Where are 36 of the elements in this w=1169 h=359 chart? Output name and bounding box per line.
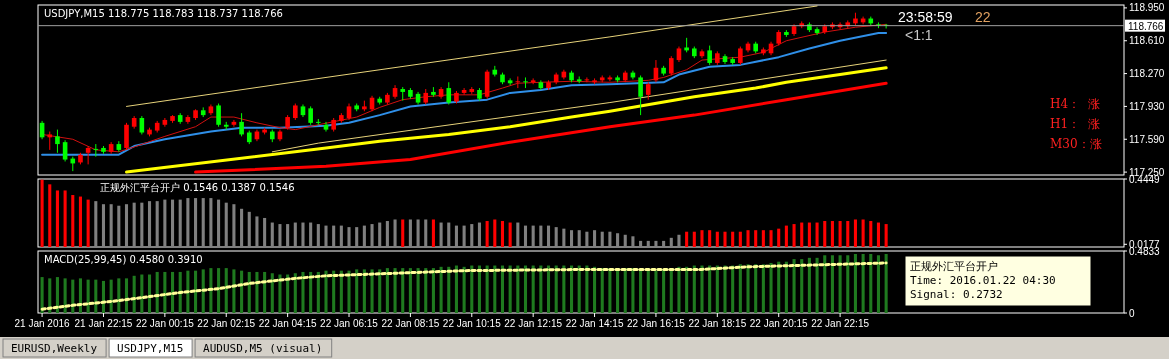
text: AUDUSD,M5 (visual)	[203, 342, 323, 355]
y-tick-label: 117.930	[1129, 100, 1165, 112]
annotation: H4： 涨	[1050, 97, 1100, 111]
y-tick-label: 118.270	[1129, 68, 1165, 80]
x-tick-label: 22 Jan 14:15	[565, 318, 624, 329]
text: EURUSD,Weekly	[11, 342, 98, 355]
x-tick-label: 22 Jan 10:15	[442, 318, 502, 329]
x-tick-label: 22 Jan 08:15	[381, 318, 440, 329]
x-tick-label: 21 Jan 22:15	[74, 318, 133, 329]
annotation: 23:58:59	[898, 9, 953, 25]
chart-title: USDJPY,M15 118.775 118.783 118.737 118.766	[44, 8, 283, 19]
annotation: 正规外汇平台开户	[910, 260, 998, 273]
y-tick-label: 117.590	[1129, 133, 1165, 145]
y-tick-label: 0	[1129, 307, 1135, 319]
x-tick-label: 22 Jan 20:15	[749, 318, 809, 329]
x-tick-label: 22 Jan 12:15	[504, 318, 563, 329]
text: USDJPY,M15	[117, 342, 184, 355]
x-tick-label: 22 Jan 00:15	[135, 318, 195, 329]
annotation: M30：涨	[1050, 137, 1102, 151]
x-tick-label: 22 Jan 04:15	[258, 318, 317, 329]
annotation: <1:1	[905, 27, 933, 43]
x-tick-label: 22 Jan 02:15	[197, 318, 256, 329]
chart-title: MACD(25,99,45) 0.4580 0.3910	[44, 254, 203, 265]
annotation: Signal: 0.2732	[910, 288, 1003, 301]
x-tick-label: 22 Jan 16:15	[627, 318, 686, 329]
x-tick-label: 22 Jan 18:15	[688, 318, 747, 329]
y-tick-label: 118.610	[1129, 35, 1165, 47]
y-tick-label: 118.950	[1129, 2, 1165, 14]
chart-title: 正规外汇平台开户 0.1546 0.1387 0.1546	[100, 182, 295, 193]
annotation: H1： 涨	[1050, 117, 1100, 131]
annotation: 22	[975, 9, 991, 25]
x-tick-label: 22 Jan 06:15	[320, 318, 379, 329]
x-tick-label: 21 Jan 2016	[14, 318, 71, 329]
x-tick-label: 22 Jan 22:15	[811, 318, 870, 329]
ref-line-label: 118.766	[1128, 20, 1164, 32]
annotation: Time: 2016.01.22 04:30	[910, 274, 1056, 287]
